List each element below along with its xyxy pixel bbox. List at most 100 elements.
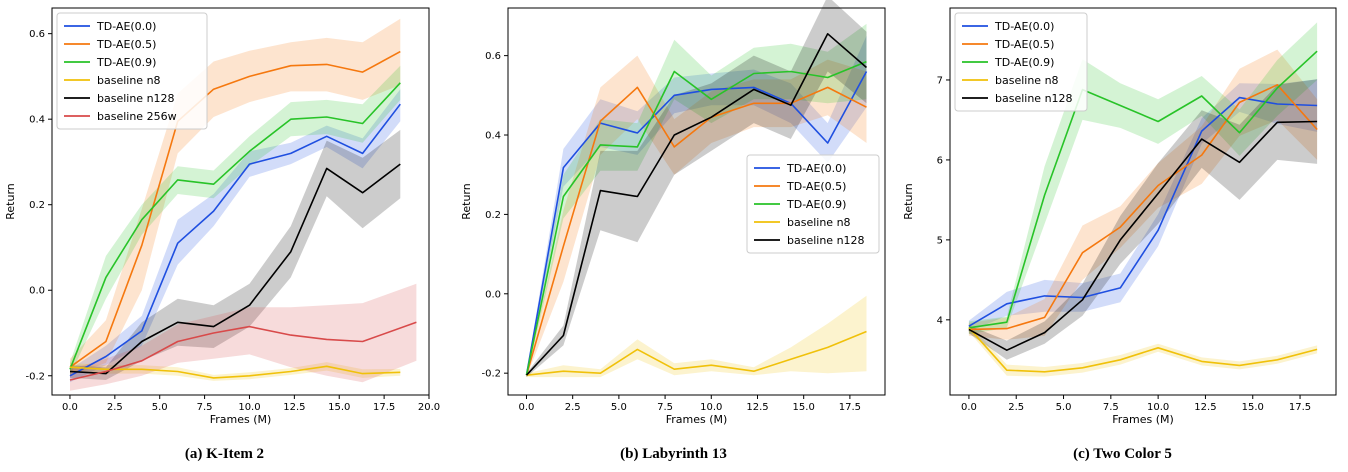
y-tick-label: 0.0 (29, 286, 45, 297)
y-tick-label: 0.6 (29, 29, 45, 40)
legend-box (954, 12, 1088, 112)
legend: TD-AE(0.0) TD-AE(0.5) TD-AE(0.9) baseline n… (746, 154, 880, 254)
legend-label-baseline-n128: baseline n128 (995, 92, 1073, 105)
legend: TD-AE(0.0) TD-AE(0.5) TD-AE(0.9) baseline n… (954, 12, 1088, 112)
line-baseline-n8 (968, 327, 1318, 373)
band-td-ae-0-0 (526, 35, 867, 378)
line-td-ae-0-0 (69, 103, 401, 377)
x-tick-label: 17.5 (373, 402, 395, 413)
x-tick-label: 15.0 (793, 402, 815, 413)
x-tick-label: 5.0 (611, 402, 627, 413)
x-tick-label: 5.0 (1056, 402, 1072, 413)
caption-a: (a) K-Item 2 (184, 446, 265, 462)
chart-panel-2: 0.0 2.5 5.0 7.5 10.0 12.5 15.0 17.5 4 5 6 7 Frames (… (902, 7, 1337, 426)
y-tick-label: 0.6 (485, 51, 501, 62)
legend-label-td-ae-0-5: TD-AE(0.5) (994, 38, 1054, 51)
band-baseline-n8 (526, 295, 867, 378)
legend-label-baseline-256w: baseline 256w (97, 110, 177, 123)
legend-label-td-ae-0-0: TD-AE(0.0) (994, 20, 1054, 33)
legend-label-td-ae-0-9: TD-AE(0.9) (786, 198, 846, 211)
x-tick-label: 2.5 (1008, 402, 1024, 413)
line-td-ae-0-9 (968, 50, 1318, 329)
band-td-ae-0-5 (526, 55, 867, 378)
band-baseline-n128 (70, 129, 401, 380)
x-tick-label: 7.5 (1103, 402, 1119, 413)
x-tick-label: 12.5 (283, 402, 305, 413)
legend-label-td-ae-0-5: TD-AE(0.5) (786, 180, 846, 193)
line-td-ae-0-0 (968, 96, 1318, 327)
legend-box (746, 154, 880, 254)
y-tick-label: 0.4 (29, 115, 45, 126)
y-tick-label: 6 (937, 155, 943, 166)
legend-label-baseline-n128: baseline n128 (787, 234, 865, 247)
y-axis-label: Return (4, 183, 17, 220)
legend-box (56, 12, 208, 130)
line-baseline-n128 (69, 163, 401, 375)
plot-frame (949, 7, 1337, 396)
x-tick-label: 12.5 (1194, 402, 1216, 413)
x-tick-label: 10.0 (700, 402, 722, 413)
legend-label-td-ae-0-0: TD-AE(0.0) (786, 162, 846, 175)
legend-label-baseline-n8: baseline n8 (995, 74, 1059, 87)
y-tick-label: -0.2 (481, 369, 501, 380)
x-tick-label: 10.0 (238, 402, 260, 413)
x-tick-label: 15.0 (328, 402, 350, 413)
plot-frame (507, 7, 886, 396)
band-td-ae-0-0 (70, 89, 401, 383)
band-baseline-n128 (526, 0, 867, 378)
legend-label-td-ae-0-9: TD-AE(0.9) (96, 56, 156, 69)
band-td-ae-0-5 (70, 18, 401, 376)
line-baseline-n8 (526, 330, 867, 376)
legend-label-baseline-n8: baseline n8 (787, 216, 851, 229)
y-tick-label: 5 (937, 235, 943, 246)
line-td-ae-0-9 (69, 82, 401, 370)
y-tick-label: 4 (937, 315, 943, 326)
band-baseline-n128 (968, 79, 1318, 360)
legend-label-baseline-n128: baseline n128 (97, 92, 175, 105)
legend: TD-AE(0.0) TD-AE(0.5) TD-AE(0.9) baseline n… (56, 12, 208, 130)
x-tick-label: 7.5 (657, 402, 673, 413)
x-tick-label: 20.0 (418, 402, 440, 413)
line-baseline-n128 (525, 32, 868, 376)
y-tick-label: 0.4 (485, 131, 501, 142)
x-tick-label: 7.5 (197, 402, 213, 413)
x-tick-label: 2.5 (565, 402, 581, 413)
line-baseline-256w (69, 321, 417, 381)
legend-label-td-ae-0-9: TD-AE(0.9) (994, 56, 1054, 69)
y-tick-label: -0.2 (25, 371, 45, 382)
line-td-ae-0-5 (69, 50, 401, 368)
line-baseline-n8 (69, 365, 401, 379)
y-axis-label: Return (902, 183, 915, 220)
line-td-ae-0-5 (525, 86, 867, 376)
legend-label-baseline-n8: baseline n8 (97, 74, 161, 87)
x-tick-label: 0.0 (519, 402, 535, 413)
x-tick-label: 2.5 (107, 402, 123, 413)
band-baseline-256w (70, 283, 417, 391)
line-td-ae-0-9 (525, 60, 867, 376)
caption-c: (c) Two Color 5 (1073, 446, 1172, 462)
caption-b: (b) Labyrinth 13 (620, 446, 727, 462)
x-tick-label: 17.5 (839, 402, 861, 413)
y-tick-label: 0.2 (485, 210, 501, 221)
band-td-ae-0-9 (526, 23, 867, 378)
chart-panel-0: 0.0 2.5 5.0 7.5 10.0 12.5 15.0 17.5 20.0 -0.2 0.0 0… (4, 7, 440, 426)
line-td-ae-0-5 (968, 84, 1318, 331)
plot-frame (51, 7, 430, 396)
x-axis-label: Frames (M) (210, 413, 272, 426)
line-td-ae-0-0 (525, 71, 868, 376)
y-tick-label: 7 (937, 75, 943, 86)
x-tick-label: 15.0 (1242, 402, 1264, 413)
x-tick-label: 12.5 (746, 402, 768, 413)
x-axis-label: Frames (M) (666, 413, 728, 426)
chart-panel-1: 0.0 2.5 5.0 7.5 10.0 12.5 15.0 17.5 -0.2 0.0 0.2 0.… (460, 0, 886, 426)
legend-label-td-ae-0-0: TD-AE(0.0) (96, 20, 156, 33)
y-tick-label: 0.0 (485, 289, 501, 300)
x-tick-label: 17.5 (1289, 402, 1311, 413)
y-tick-label: 0.2 (29, 200, 45, 211)
x-tick-label: 5.0 (152, 402, 168, 413)
legend-label-td-ae-0-5: TD-AE(0.5) (96, 38, 156, 51)
x-tick-label: 0.0 (961, 402, 977, 413)
band-td-ae-0-5 (968, 49, 1318, 340)
x-tick-label: 0.0 (62, 402, 78, 413)
